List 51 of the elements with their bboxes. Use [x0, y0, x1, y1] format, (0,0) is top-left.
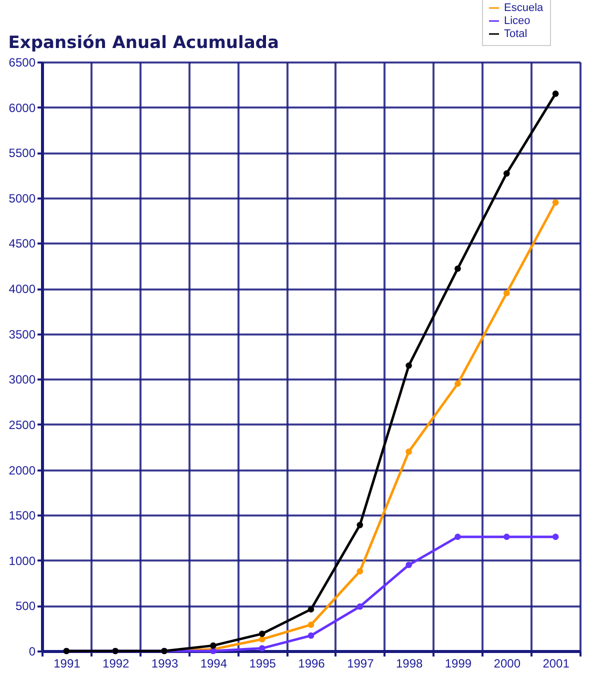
x-tick-label: 1991	[54, 656, 81, 670]
x-tick-label: 2000	[494, 656, 521, 670]
point	[258, 645, 266, 652]
point	[552, 534, 559, 540]
x-tick-label: 1996	[298, 656, 326, 670]
legend-label: Total	[504, 28, 528, 40]
y-tick-label: 1500	[8, 508, 36, 523]
y-tick-label: 4500	[8, 236, 36, 251]
x-tick-label: 1999	[444, 656, 472, 670]
y-tick-label: 1000	[8, 554, 36, 568]
point	[552, 199, 559, 206]
y-tick-label: 6500	[8, 56, 36, 70]
point	[308, 632, 314, 639]
point	[503, 290, 510, 296]
y-tick-label: 2000	[8, 463, 36, 478]
x-tick-label: 1993	[151, 656, 178, 670]
point	[258, 636, 266, 642]
point	[406, 448, 412, 455]
point	[503, 534, 510, 540]
y-tick-label: 2500	[8, 418, 36, 432]
legend-label: Liceo	[504, 15, 530, 27]
point	[454, 534, 461, 540]
point	[406, 362, 412, 369]
point	[356, 603, 364, 610]
chart-title: Expansión Anual Acumulada	[8, 33, 279, 53]
y-tick-label: 3000	[8, 372, 36, 387]
y-tick-label: 6000	[8, 100, 36, 115]
point	[454, 265, 461, 272]
x-tick-label: 1992	[102, 656, 130, 670]
y-tick-label: 4000	[8, 282, 36, 296]
point	[308, 622, 314, 628]
legend-label: Escuela	[504, 2, 544, 14]
x-tick-label: 1998	[396, 656, 423, 670]
point	[210, 642, 216, 649]
point	[308, 606, 314, 612]
y-tick-label: 3500	[8, 327, 36, 342]
point	[503, 170, 510, 177]
y-tick-label: 500	[15, 599, 36, 614]
point	[258, 630, 266, 637]
x-tick-label: 1994	[200, 656, 228, 670]
x-tick-label: 1997	[347, 656, 374, 670]
x-tick-label: 1995	[249, 656, 276, 670]
point	[454, 380, 461, 387]
y-tick-label: 0	[28, 644, 36, 658]
x-tick-label: 2001	[542, 656, 570, 670]
y-tick-label: 5500	[8, 146, 36, 160]
point	[356, 568, 364, 574]
point	[406, 562, 412, 568]
y-tick-label: 5000	[8, 191, 36, 206]
point	[552, 90, 559, 97]
point	[356, 522, 364, 528]
